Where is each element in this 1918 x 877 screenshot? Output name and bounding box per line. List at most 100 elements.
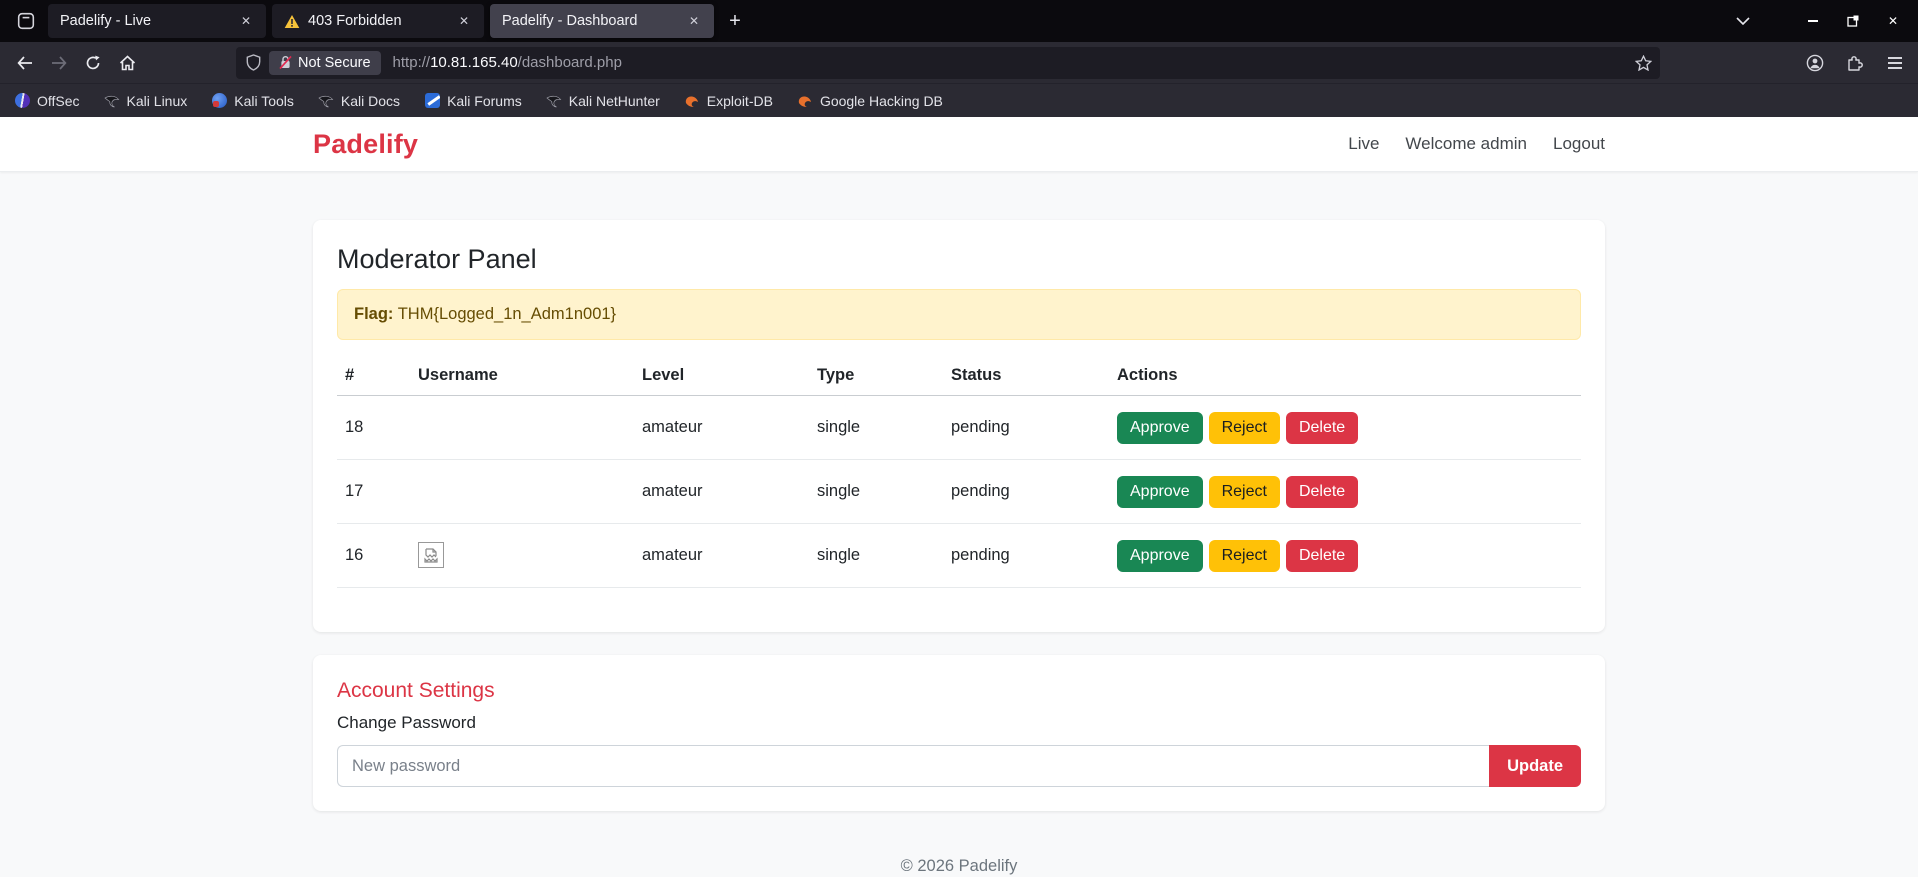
- row-status: pending: [943, 395, 1109, 460]
- footer-copyright: © 2026 Padelify: [900, 857, 1018, 875]
- bookmark-label: OffSec: [37, 92, 80, 109]
- approve-button[interactable]: Approve: [1117, 475, 1203, 508]
- table-row: 18 amateur single pending Approve Reject…: [337, 395, 1581, 460]
- exploitdb-bird-icon: [684, 93, 700, 109]
- close-tab-icon[interactable]: ✕: [240, 14, 252, 28]
- page-content: Padelify Live Welcome admin Logout Moder…: [0, 117, 1918, 877]
- tab-title: Padelify - Dashboard: [502, 13, 638, 29]
- security-label: Not Secure: [298, 54, 371, 71]
- row-id: 16: [337, 523, 410, 588]
- bookmark-star-icon[interactable]: [1635, 54, 1652, 71]
- table-header-row: # Username Level Type Status Actions: [337, 356, 1581, 396]
- row-status: pending: [943, 459, 1109, 524]
- row-status: pending: [943, 523, 1109, 588]
- bookmark-exploit-db[interactable]: Exploit-DB: [684, 93, 773, 109]
- tab-title: Padelify - Live: [60, 13, 152, 29]
- close-tab-icon[interactable]: ✕: [458, 14, 470, 28]
- main-content: Moderator Panel Flag: THM{Logged_1n_Adm1…: [313, 172, 1605, 876]
- bookmark-kali-docs[interactable]: Kali Docs: [318, 93, 400, 109]
- row-id: 18: [337, 395, 410, 460]
- extensions-puzzle-icon[interactable]: [1838, 47, 1872, 79]
- url-bar[interactable]: Not Secure http://10.81.165.40/dashboard…: [236, 46, 1660, 79]
- shield-icon[interactable]: [246, 54, 261, 71]
- row-username: [410, 459, 634, 524]
- col-username: Username: [410, 356, 634, 396]
- moderator-panel-card: Moderator Panel Flag: THM{Logged_1n_Adm1…: [313, 220, 1605, 632]
- delete-button[interactable]: Delete: [1285, 539, 1359, 572]
- reject-button[interactable]: Reject: [1208, 539, 1280, 572]
- flag-alert: Flag: THM{Logged_1n_Adm1n001}: [337, 289, 1581, 340]
- new-tab-button[interactable]: +: [720, 6, 750, 36]
- table-row: 16 amateur single pending Approve: [337, 523, 1581, 588]
- bookmark-label: Google Hacking DB: [819, 92, 943, 109]
- col-actions: Actions: [1109, 356, 1581, 396]
- bookmark-kali-tools[interactable]: Kali Tools: [211, 93, 294, 109]
- menu-hamburger-icon[interactable]: [1878, 47, 1912, 79]
- delete-button[interactable]: Delete: [1285, 475, 1359, 508]
- offsec-icon: [14, 93, 30, 109]
- flag-value: THM{Logged_1n_Adm1n001}: [397, 305, 617, 323]
- forward-icon[interactable]: [42, 47, 76, 79]
- row-level: amateur: [634, 395, 809, 460]
- tab-padelify-live[interactable]: Padelify - Live ✕: [48, 4, 266, 38]
- tab-padelify-dashboard[interactable]: Padelify - Dashboard ✕: [490, 4, 714, 38]
- firefox-view-icon[interactable]: [10, 6, 42, 36]
- bookmark-kali-nethunter[interactable]: Kali NetHunter: [546, 93, 660, 109]
- tab-title: 403 Forbidden: [308, 13, 402, 29]
- delete-button[interactable]: Delete: [1285, 411, 1359, 444]
- bookmark-kali-linux[interactable]: Kali Linux: [103, 92, 188, 109]
- tab-403-forbidden[interactable]: 403 Forbidden ✕: [272, 4, 484, 38]
- bookmark-label: Kali Linux: [126, 92, 188, 109]
- new-password-input[interactable]: [337, 745, 1490, 787]
- insecure-lock-icon: [279, 55, 292, 70]
- brand-logo[interactable]: Padelify: [313, 128, 419, 159]
- col-type: Type: [809, 356, 943, 396]
- reload-icon[interactable]: [76, 47, 110, 79]
- url-scheme: http://: [392, 54, 431, 71]
- url-text: http://10.81.165.40/dashboard.php: [393, 54, 622, 71]
- warning-icon: [284, 14, 300, 29]
- ghdb-bird-icon: [797, 93, 813, 109]
- list-all-tabs-chevron-icon[interactable]: [1728, 6, 1758, 36]
- bookmark-kali-forums[interactable]: Kali Forums: [424, 93, 522, 109]
- home-icon[interactable]: [110, 47, 144, 79]
- account-settings-title: Account Settings: [337, 679, 495, 702]
- table-row: 17 amateur single pending Approve Reject…: [337, 459, 1581, 524]
- row-type: single: [809, 459, 943, 524]
- account-icon[interactable]: [1798, 47, 1832, 79]
- col-status: Status: [943, 356, 1109, 396]
- back-icon[interactable]: [8, 47, 42, 79]
- kali-tools-icon: [211, 93, 227, 109]
- not-secure-chip[interactable]: Not Secure: [269, 50, 381, 75]
- reject-button[interactable]: Reject: [1208, 475, 1280, 508]
- bookmark-label: Kali Forums: [447, 92, 522, 109]
- bookmark-offsec[interactable]: OffSec: [14, 93, 80, 109]
- bookmark-google-hacking-db[interactable]: Google Hacking DB: [797, 93, 943, 109]
- page-title: Moderator Panel: [337, 244, 537, 274]
- bookmark-label: Kali NetHunter: [568, 92, 660, 109]
- update-button[interactable]: Update: [1489, 745, 1581, 787]
- broken-image-icon: [418, 542, 444, 568]
- close-tab-icon[interactable]: ✕: [688, 14, 700, 28]
- account-settings-card: Account Settings Change Password Update: [313, 655, 1605, 811]
- approve-button[interactable]: Approve: [1117, 411, 1203, 444]
- bookmark-label: Kali Docs: [340, 92, 401, 109]
- nav-welcome-text: Welcome admin: [1405, 134, 1527, 153]
- reject-button[interactable]: Reject: [1208, 411, 1280, 444]
- toolbar-right-icons: [1798, 47, 1912, 79]
- row-type: single: [809, 395, 943, 460]
- nav-live-link[interactable]: Live: [1348, 134, 1380, 153]
- approve-button[interactable]: Approve: [1117, 539, 1203, 572]
- flag-label: Flag:: [354, 305, 394, 323]
- window-controls: ✕: [1800, 8, 1912, 34]
- kali-dragon-icon: [546, 93, 562, 109]
- nav-logout-link[interactable]: Logout: [1553, 134, 1605, 153]
- site-nav: Live Welcome admin Logout: [1348, 134, 1605, 154]
- maximize-icon[interactable]: [1840, 8, 1866, 34]
- minimize-icon[interactable]: [1800, 8, 1826, 34]
- tab-bar: Padelify - Live ✕ 403 Forbidden ✕ Padeli…: [0, 0, 1918, 42]
- col-level: Level: [634, 356, 809, 396]
- url-path: /dashboard.php: [517, 54, 622, 71]
- close-window-icon[interactable]: ✕: [1887, 14, 1899, 28]
